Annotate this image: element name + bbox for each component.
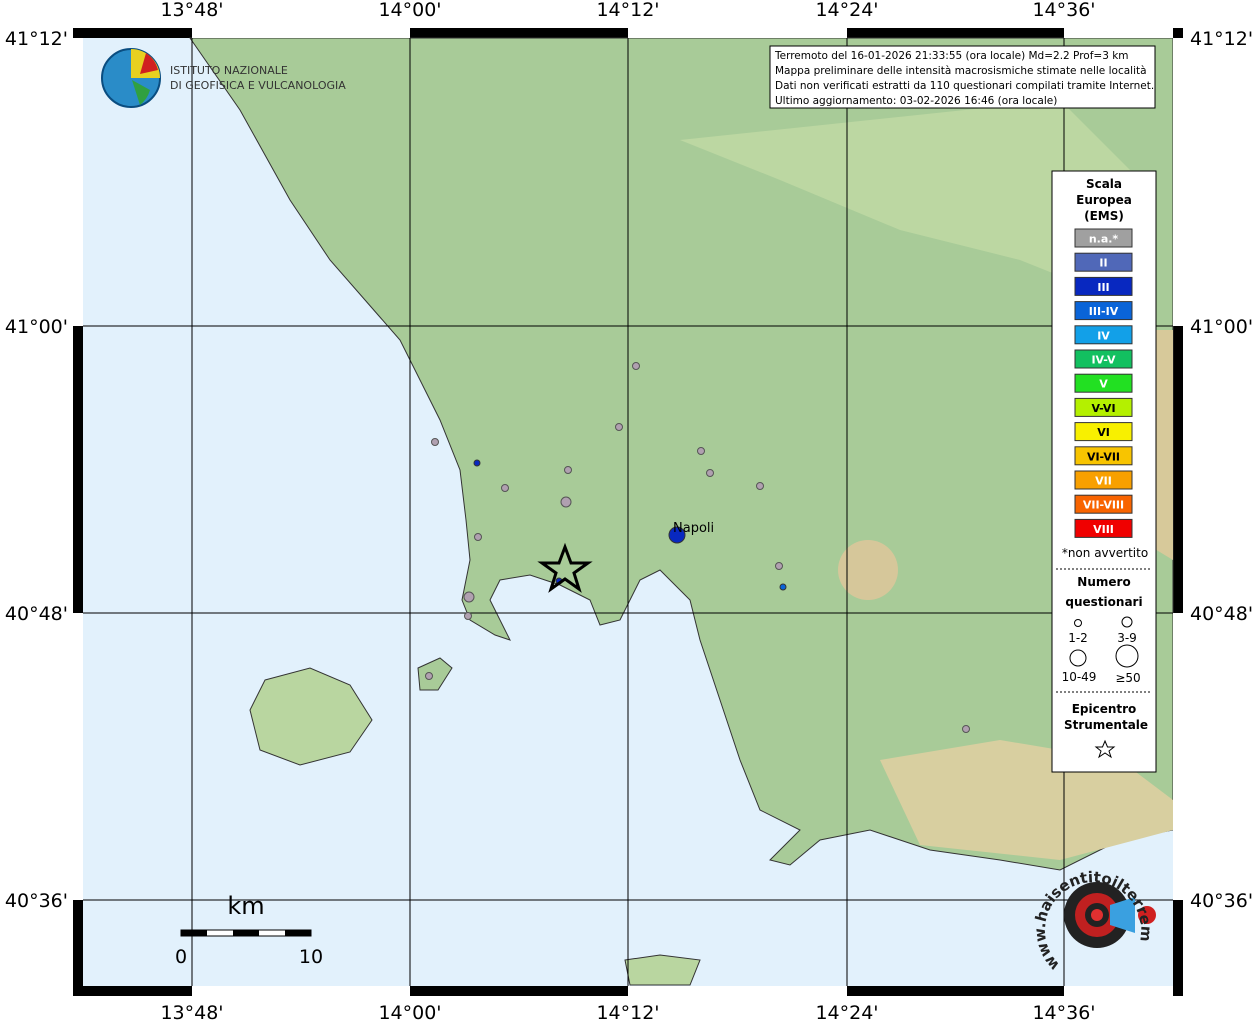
lon-label: 14°24' [815,1002,878,1024]
legend-note: *non avvertito [1062,546,1148,560]
legend-label: V [1099,378,1108,391]
legend-swatch [1074,349,1133,369]
scale-label: 0 [175,946,187,968]
lon-label: 13°48' [160,0,223,21]
legend-swatch [1074,470,1133,490]
info-line: Ultimo aggiornamento: 03-02-2026 16:46 (… [775,95,1057,107]
epicenter-title: Epicentro [1072,702,1137,716]
lon-label: 14°00' [378,0,441,21]
count-label: 3-9 [1117,631,1137,645]
info-line: Terremoto del 16-01-2026 21:33:55 (ora l… [774,50,1129,62]
info-line: Dati non verificati estratti da 110 ques… [775,80,1154,92]
legend-swatch [1074,446,1133,466]
legend-swatch [1074,252,1133,272]
lon-label: 14°00' [378,1002,441,1024]
legend-label: n.a.* [1089,233,1119,246]
legend-label: VII [1095,475,1112,488]
island-capri [624,954,701,986]
legend-label: VII-VIII [1083,499,1124,512]
island-procida [417,657,453,691]
legend-swatch [1074,301,1133,321]
ingv-logo: ISTITUTO NAZIONALE DI GEOFISICA E VULCAN… [101,48,346,108]
legend-label: IV [1097,329,1110,342]
relief [680,100,1140,300]
epicenter [537,542,593,593]
legend-title: Europea [1076,193,1132,207]
legend-label: III-IV [1089,305,1119,318]
legend-label: IV-V [1091,354,1116,367]
info-line: Mappa preliminare delle intensità macros… [775,65,1147,77]
legend-swatch [1074,422,1133,442]
legend-swatch [1074,494,1133,514]
count-title: Numero [1077,575,1130,589]
legend-label: III [1097,281,1109,294]
legend-title: Scala [1086,177,1122,191]
legend: Scala Europea (EMS) *non avvertito Numer… [1051,170,1157,773]
lat-label: 40°48' [1190,603,1253,625]
legend-label: V-VI [1091,402,1115,415]
institute-name: ISTITUTO NAZIONALE [170,64,288,77]
lat-label: 40°36' [5,890,68,912]
lon-label: 13°48' [160,1002,223,1024]
lon-label: 14°36' [1032,0,1095,21]
legend-label: VI-VII [1087,450,1120,463]
lon-label: 14°12' [596,1002,659,1024]
axis-labels: 13°48' 14°00' 14°12' 14°24' 14°36' 13°48… [5,0,1253,1024]
scale-bar: km 0 10 [175,892,323,968]
lat-label: 41°12' [1190,28,1253,50]
legend-label: VIII [1093,523,1114,536]
count-label: 1-2 [1068,631,1088,645]
legend-swatch [1074,325,1133,345]
land [189,37,1174,871]
frame-ticks [73,28,1183,996]
legend-title: (EMS) [1084,209,1124,223]
graticule [83,38,1173,986]
vesuvio [838,540,898,600]
island-ischia [249,667,373,766]
institute-name: DI GEOFISICA E VULCANOLOGIA [170,79,346,92]
epicenter-title: Strumentale [1064,718,1148,732]
lon-label: 14°12' [596,0,659,21]
legend-label: II [1099,257,1107,270]
scale-unit: km [227,892,264,920]
lat-label: 41°12' [5,28,68,50]
info-box [769,45,1156,109]
lon-label: 14°36' [1032,1002,1095,1024]
city-label: Napoli [673,521,714,536]
scale-label: 10 [299,946,323,968]
count-title: questionari [1065,595,1142,609]
legend-swatch [1074,228,1133,248]
legend-label: VI [1097,426,1110,439]
count-label: 10-49 [1062,670,1097,684]
lat-label: 40°36' [1190,890,1253,912]
legend-swatch [1074,373,1133,393]
lon-label: 14°24' [815,0,878,21]
count-label: ≥50 [1115,671,1140,685]
legend-swatch [1074,397,1133,417]
lat-label: 40°48' [5,603,68,625]
lat-label: 41°00' [5,316,68,338]
lat-label: 41°00' [1190,316,1253,338]
macroseismic-points [425,362,970,733]
info-text: Terremoto del 16-01-2026 21:33:55 (ora l… [774,50,1154,107]
legend-swatch [1074,518,1133,538]
legend-swatch [1074,276,1133,296]
